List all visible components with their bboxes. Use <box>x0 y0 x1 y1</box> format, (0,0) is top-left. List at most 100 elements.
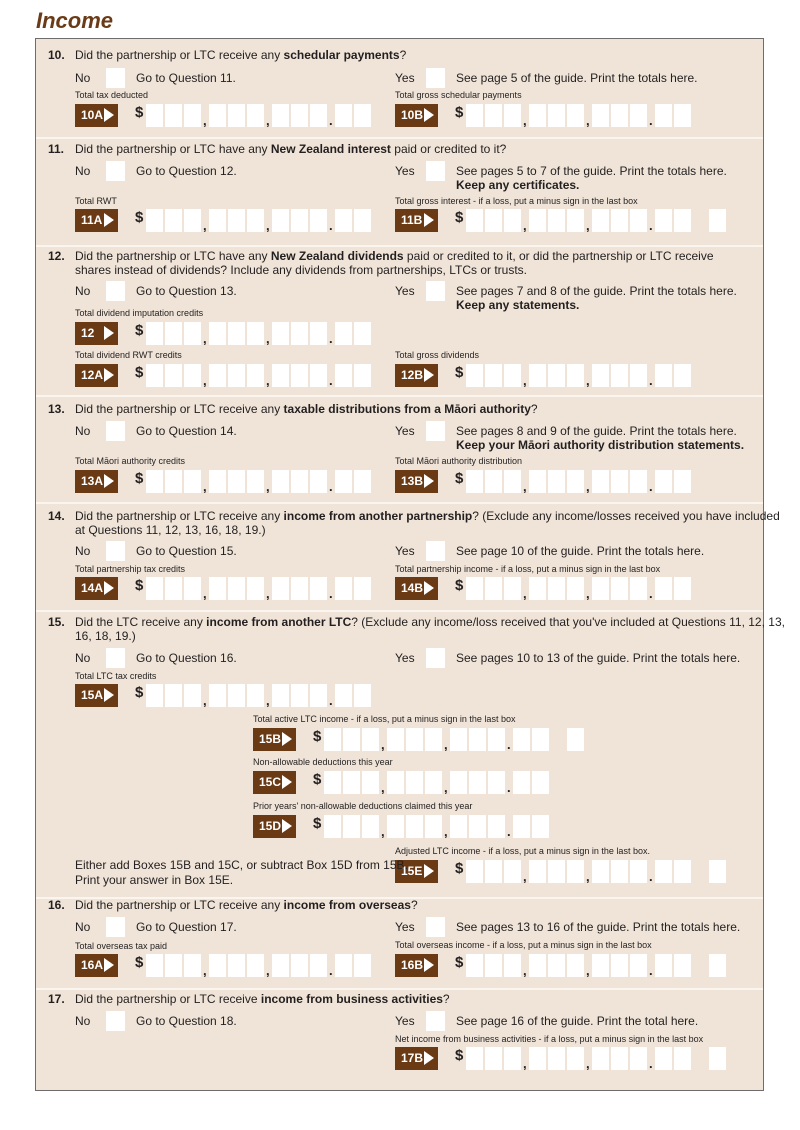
digit-box[interactable] <box>406 771 423 794</box>
digit-box[interactable] <box>592 577 609 600</box>
no-checkbox[interactable] <box>106 161 125 181</box>
digit-box[interactable] <box>611 104 628 127</box>
digit-box[interactable] <box>354 954 371 977</box>
digit-box[interactable] <box>592 104 609 127</box>
digit-box[interactable] <box>247 470 264 493</box>
digit-box[interactable] <box>674 104 691 127</box>
digit-box[interactable] <box>611 577 628 600</box>
digit-box[interactable] <box>209 322 226 345</box>
digit-box[interactable] <box>146 684 163 707</box>
no-checkbox[interactable] <box>106 421 125 441</box>
digit-box[interactable] <box>343 815 360 838</box>
digit-box[interactable] <box>504 860 521 883</box>
digit-box[interactable] <box>209 104 226 127</box>
digit-box[interactable] <box>228 577 245 600</box>
digit-box[interactable] <box>184 954 201 977</box>
digit-box[interactable] <box>228 322 245 345</box>
digit-box[interactable] <box>291 684 308 707</box>
digit-box[interactable] <box>209 470 226 493</box>
no-checkbox[interactable] <box>106 541 125 561</box>
yes-checkbox[interactable] <box>426 421 445 441</box>
digit-box[interactable] <box>335 322 352 345</box>
minus-sign-box[interactable] <box>709 1047 726 1070</box>
no-checkbox[interactable] <box>106 648 125 668</box>
digit-box[interactable] <box>165 104 182 127</box>
digit-box[interactable] <box>362 771 379 794</box>
digit-box[interactable] <box>425 771 442 794</box>
digit-box[interactable] <box>674 577 691 600</box>
digit-box[interactable] <box>504 104 521 127</box>
digit-box[interactable] <box>354 104 371 127</box>
yes-checkbox[interactable] <box>426 1011 445 1031</box>
digit-box[interactable] <box>592 470 609 493</box>
digit-box[interactable] <box>335 364 352 387</box>
digit-box[interactable] <box>592 364 609 387</box>
digit-box[interactable] <box>485 860 502 883</box>
digit-box[interactable] <box>209 684 226 707</box>
digit-box[interactable] <box>513 728 530 751</box>
digit-box[interactable] <box>513 771 530 794</box>
digit-box[interactable] <box>674 1047 691 1070</box>
digit-box[interactable] <box>343 728 360 751</box>
digit-box[interactable] <box>529 954 546 977</box>
digit-box[interactable] <box>247 577 264 600</box>
no-checkbox[interactable] <box>106 917 125 937</box>
digit-box[interactable] <box>592 209 609 232</box>
digit-box[interactable] <box>450 728 467 751</box>
minus-sign-box[interactable] <box>709 860 726 883</box>
digit-box[interactable] <box>146 470 163 493</box>
digit-box[interactable] <box>655 470 672 493</box>
digit-box[interactable] <box>146 364 163 387</box>
digit-box[interactable] <box>466 954 483 977</box>
digit-box[interactable] <box>228 364 245 387</box>
digit-box[interactable] <box>611 860 628 883</box>
digit-box[interactable] <box>630 364 647 387</box>
digit-box[interactable] <box>548 104 565 127</box>
digit-box[interactable] <box>272 322 289 345</box>
digit-box[interactable] <box>354 209 371 232</box>
digit-box[interactable] <box>310 470 327 493</box>
digit-box[interactable] <box>354 322 371 345</box>
digit-box[interactable] <box>310 364 327 387</box>
digit-box[interactable] <box>335 684 352 707</box>
digit-box[interactable] <box>504 364 521 387</box>
digit-box[interactable] <box>466 104 483 127</box>
digit-box[interactable] <box>674 364 691 387</box>
digit-box[interactable] <box>466 577 483 600</box>
digit-box[interactable] <box>504 1047 521 1070</box>
digit-box[interactable] <box>291 322 308 345</box>
digit-box[interactable] <box>324 815 341 838</box>
digit-box[interactable] <box>184 209 201 232</box>
digit-box[interactable] <box>228 209 245 232</box>
digit-box[interactable] <box>165 954 182 977</box>
digit-box[interactable] <box>592 860 609 883</box>
minus-sign-box[interactable] <box>709 209 726 232</box>
digit-box[interactable] <box>324 771 341 794</box>
digit-box[interactable] <box>184 364 201 387</box>
digit-box[interactable] <box>567 470 584 493</box>
digit-box[interactable] <box>485 470 502 493</box>
digit-box[interactable] <box>209 364 226 387</box>
digit-box[interactable] <box>247 684 264 707</box>
digit-box[interactable] <box>165 322 182 345</box>
digit-box[interactable] <box>611 470 628 493</box>
digit-box[interactable] <box>247 954 264 977</box>
digit-box[interactable] <box>504 954 521 977</box>
digit-box[interactable] <box>469 728 486 751</box>
yes-checkbox[interactable] <box>426 917 445 937</box>
digit-box[interactable] <box>228 470 245 493</box>
digit-box[interactable] <box>335 470 352 493</box>
digit-box[interactable] <box>335 954 352 977</box>
digit-box[interactable] <box>674 470 691 493</box>
digit-box[interactable] <box>291 104 308 127</box>
digit-box[interactable] <box>272 209 289 232</box>
digit-box[interactable] <box>548 577 565 600</box>
digit-box[interactable] <box>165 209 182 232</box>
digit-box[interactable] <box>354 470 371 493</box>
digit-box[interactable] <box>272 364 289 387</box>
digit-box[interactable] <box>165 364 182 387</box>
digit-box[interactable] <box>592 1047 609 1070</box>
digit-box[interactable] <box>630 470 647 493</box>
digit-box[interactable] <box>611 954 628 977</box>
digit-box[interactable] <box>228 954 245 977</box>
